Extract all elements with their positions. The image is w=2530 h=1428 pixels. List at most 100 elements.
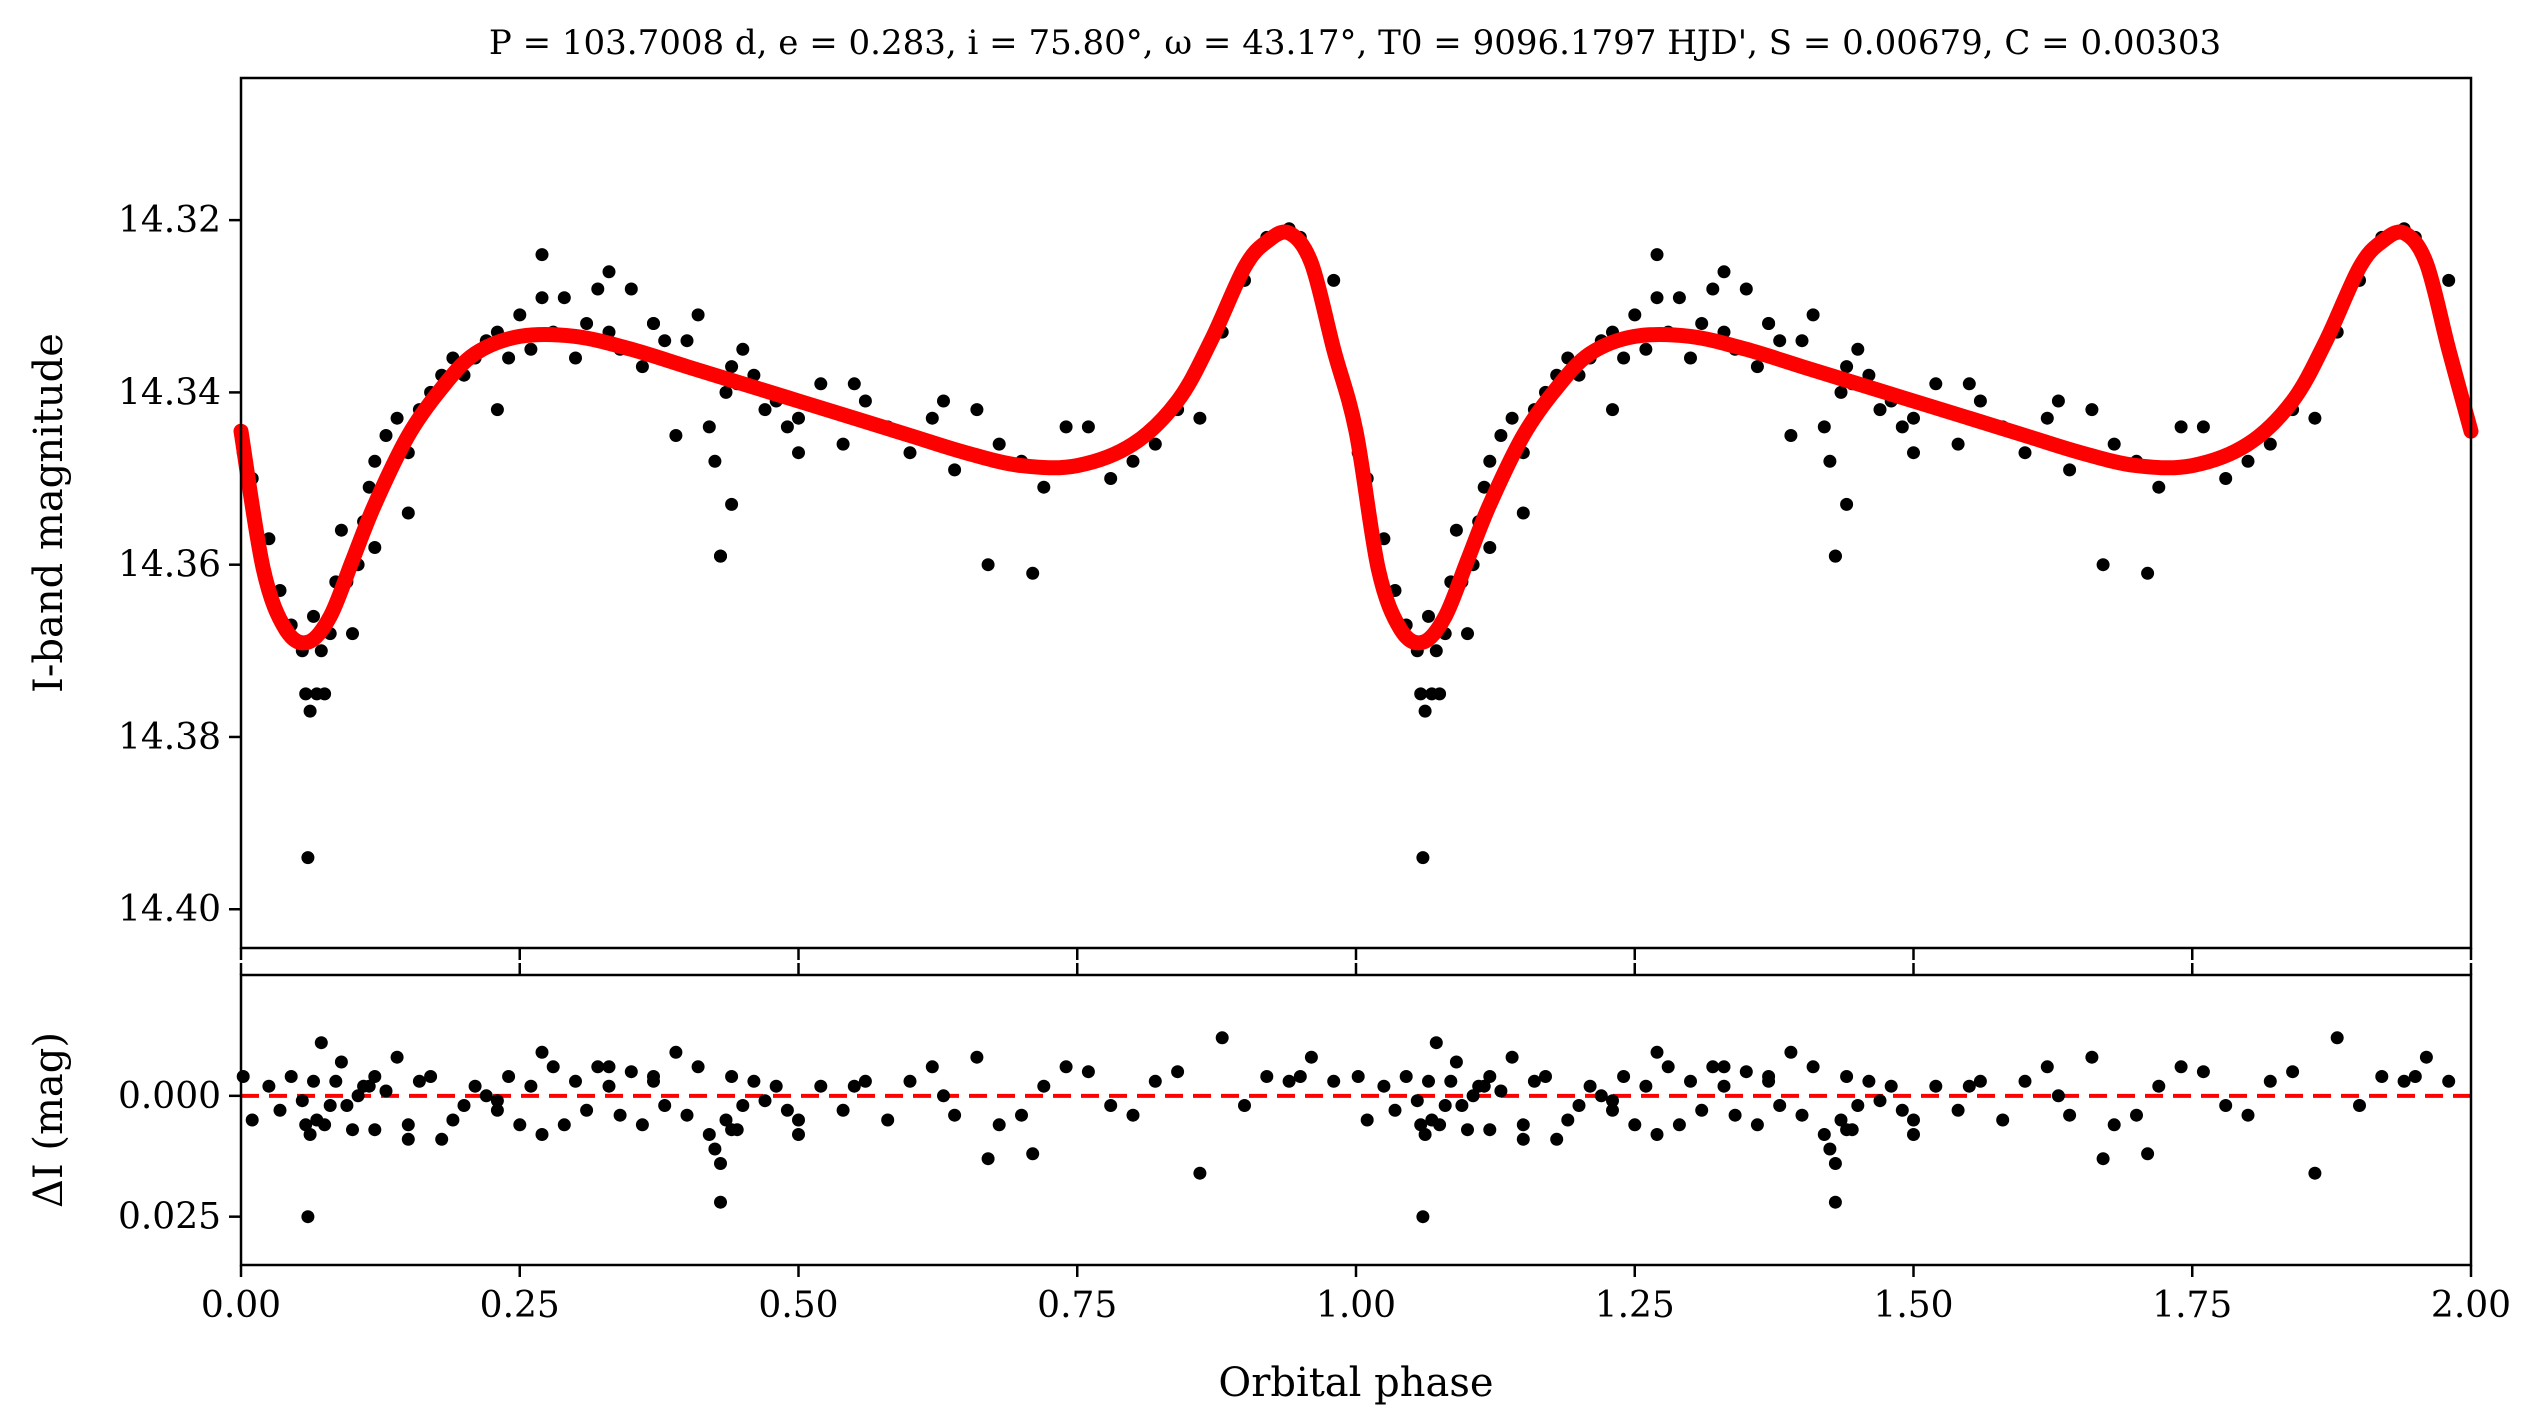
residual-point bbox=[937, 1089, 950, 1103]
residual-point bbox=[602, 1060, 616, 1074]
residual-point bbox=[1466, 1089, 1480, 1103]
residual-point bbox=[1215, 1031, 1229, 1045]
residual-point bbox=[1304, 1050, 1318, 1064]
data-point bbox=[1773, 334, 1787, 348]
data-point bbox=[334, 523, 348, 537]
data-point bbox=[758, 403, 772, 417]
residual-point bbox=[1561, 1113, 1575, 1127]
data-point bbox=[680, 334, 694, 348]
data-point bbox=[2096, 558, 2110, 572]
residual-point bbox=[1550, 1132, 1564, 1146]
residual-point bbox=[1873, 1094, 1887, 1108]
residual-point bbox=[1929, 1079, 1943, 1093]
residual-point bbox=[2040, 1060, 2054, 1074]
residual-point bbox=[1081, 1065, 1095, 1079]
x-tick-label: 0.75 bbox=[1037, 1285, 1117, 1326]
data-point bbox=[736, 342, 750, 356]
residual-point bbox=[2085, 1050, 2099, 1064]
residual-point bbox=[708, 1142, 722, 1156]
top-x-ticks bbox=[239, 948, 2473, 960]
residual-point bbox=[714, 1157, 727, 1170]
y-tick-label: 14.32 bbox=[118, 200, 221, 241]
residual-point bbox=[2107, 1118, 2121, 1132]
residual-point bbox=[2241, 1108, 2255, 1122]
data-point bbox=[1416, 851, 1430, 865]
data-point bbox=[1739, 282, 1753, 296]
residual-point bbox=[669, 1045, 683, 1059]
residual-point bbox=[1418, 1128, 1432, 1141]
data-point bbox=[1422, 609, 1435, 623]
data-point bbox=[1834, 385, 1848, 399]
data-point bbox=[535, 291, 549, 305]
residual-point bbox=[1410, 1094, 1424, 1108]
residual-point bbox=[1728, 1108, 1742, 1122]
residual-point bbox=[1461, 1123, 1474, 1137]
residual-point bbox=[580, 1103, 594, 1117]
bottom-y-ticks: 0.000 0.025 bbox=[118, 1076, 241, 1238]
data-point bbox=[2107, 437, 2121, 451]
data-point bbox=[390, 411, 404, 425]
data-point bbox=[303, 704, 317, 718]
residual-point bbox=[680, 1108, 694, 1122]
residual-point bbox=[591, 1060, 605, 1074]
data-point bbox=[362, 480, 376, 494]
residual-point bbox=[1962, 1079, 1976, 1093]
data-point bbox=[691, 308, 705, 322]
data-point bbox=[1494, 429, 1508, 442]
residual-point bbox=[747, 1074, 761, 1088]
residual-point bbox=[1483, 1123, 1497, 1137]
residual-point bbox=[702, 1128, 716, 1141]
data-point bbox=[1418, 704, 1432, 718]
residual-point bbox=[299, 1118, 313, 1132]
residual-point bbox=[546, 1060, 560, 1074]
residual-point bbox=[736, 1099, 750, 1112]
residual-point bbox=[1628, 1118, 1642, 1132]
residual-point bbox=[2051, 1089, 2065, 1103]
residual-point bbox=[334, 1055, 348, 1069]
data-point bbox=[1951, 437, 1965, 451]
data-point bbox=[1762, 317, 1776, 330]
residual-point bbox=[1795, 1108, 1809, 1122]
data-point bbox=[1784, 429, 1798, 442]
residual-point bbox=[2308, 1166, 2322, 1180]
residual-point bbox=[446, 1113, 460, 1127]
data-point bbox=[2219, 472, 2233, 485]
residual-point bbox=[725, 1070, 739, 1083]
residual-point bbox=[1907, 1113, 1920, 1127]
data-point bbox=[1026, 566, 1040, 580]
data-point bbox=[602, 265, 616, 279]
residual-point bbox=[1739, 1065, 1753, 1079]
residual-point bbox=[1516, 1118, 1530, 1132]
data-point bbox=[1672, 291, 1686, 305]
residual-point bbox=[1862, 1074, 1876, 1088]
residual-point bbox=[814, 1079, 828, 1093]
x-tick-label: 0.50 bbox=[758, 1285, 838, 1326]
residual-point bbox=[858, 1074, 872, 1088]
y-tick-label: 14.40 bbox=[118, 889, 221, 930]
data-point bbox=[2241, 454, 2255, 468]
residual-point bbox=[490, 1103, 504, 1117]
residual-point bbox=[836, 1103, 850, 1117]
residual-point bbox=[1037, 1079, 1051, 1093]
data-point bbox=[858, 394, 872, 408]
residual-point bbox=[245, 1113, 259, 1127]
data-point bbox=[1873, 403, 1887, 417]
residual-point bbox=[847, 1079, 861, 1093]
residual-point bbox=[1834, 1113, 1848, 1127]
residual-point bbox=[2174, 1060, 2188, 1074]
residual-point bbox=[925, 1060, 939, 1074]
residual-point bbox=[284, 1070, 298, 1083]
residual-point bbox=[557, 1118, 571, 1132]
residual-point bbox=[1193, 1166, 1207, 1180]
residual-point bbox=[1606, 1094, 1619, 1108]
data-point bbox=[780, 420, 794, 434]
x-tick-label: 2.00 bbox=[2431, 1285, 2511, 1326]
data-point bbox=[1126, 454, 1140, 468]
data-point bbox=[502, 351, 516, 365]
data-point bbox=[847, 377, 861, 391]
residual-point bbox=[1171, 1065, 1185, 1079]
data-point bbox=[1973, 394, 1987, 408]
data-point bbox=[792, 446, 805, 460]
residual-point bbox=[1895, 1103, 1909, 1117]
data-point bbox=[2263, 437, 2277, 451]
